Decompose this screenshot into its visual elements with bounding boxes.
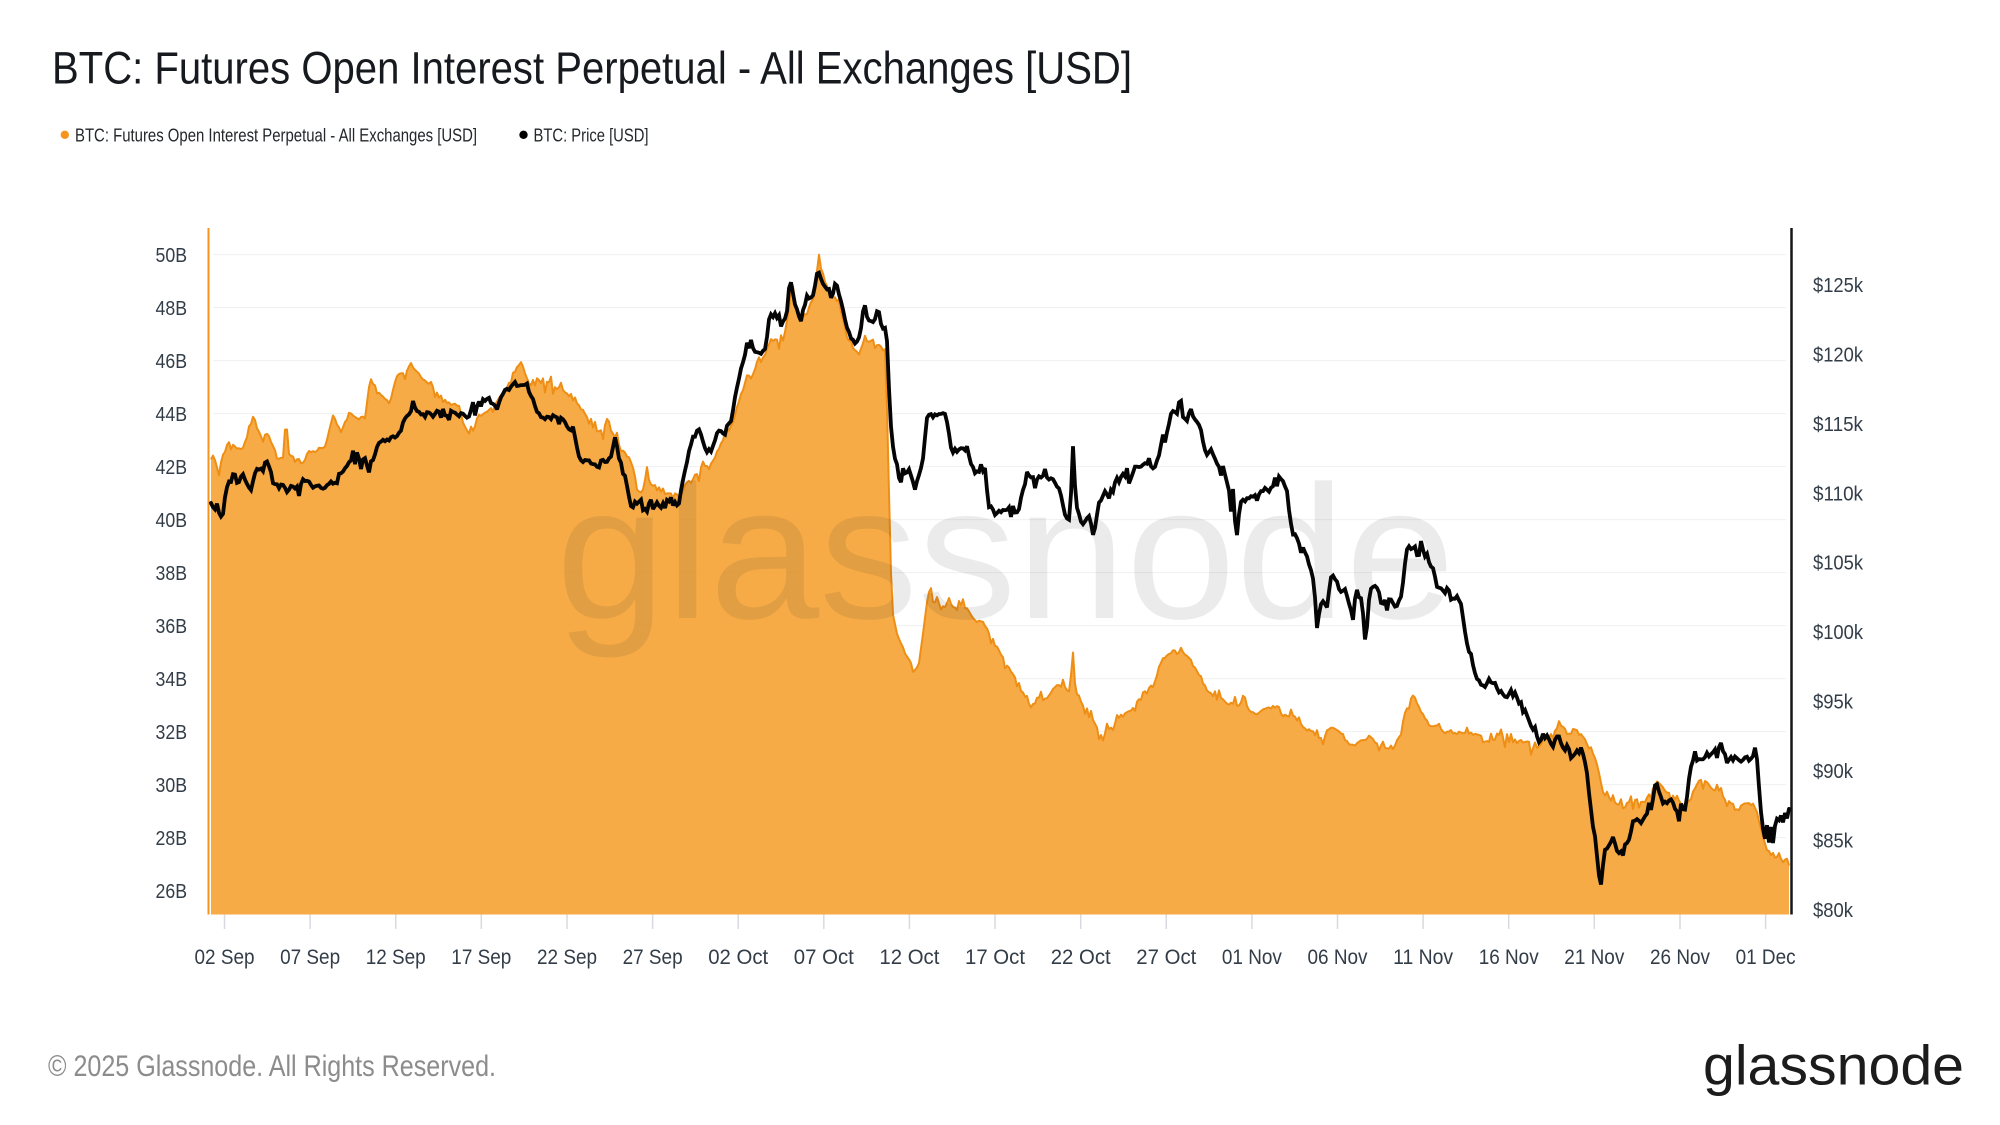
svg-text:26 Nov: 26 Nov bbox=[1650, 946, 1710, 969]
svg-text:27 Oct: 27 Oct bbox=[1136, 946, 1196, 969]
svg-text:$100k: $100k bbox=[1813, 622, 1864, 644]
svg-text:12 Oct: 12 Oct bbox=[879, 946, 939, 969]
svg-text:46B: 46B bbox=[156, 351, 188, 373]
svg-text:06 Nov: 06 Nov bbox=[1308, 946, 1368, 969]
svg-text:© 2025 Glassnode. All Rights R: © 2025 Glassnode. All Rights Reserved. bbox=[48, 1050, 496, 1083]
svg-text:26B: 26B bbox=[156, 881, 188, 903]
svg-text:12 Sep: 12 Sep bbox=[366, 946, 426, 969]
svg-text:07 Sep: 07 Sep bbox=[280, 946, 340, 969]
svg-text:BTC: Futures Open Interest Per: BTC: Futures Open Interest Perpetual - A… bbox=[75, 125, 477, 146]
svg-text:02 Oct: 02 Oct bbox=[708, 946, 768, 969]
svg-text:07 Oct: 07 Oct bbox=[794, 946, 854, 969]
svg-text:$110k: $110k bbox=[1813, 483, 1864, 505]
svg-text:$80k: $80k bbox=[1813, 900, 1854, 922]
svg-text:40B: 40B bbox=[156, 510, 188, 532]
svg-text:17 Sep: 17 Sep bbox=[451, 946, 511, 969]
svg-text:22 Oct: 22 Oct bbox=[1051, 946, 1111, 969]
svg-text:27 Sep: 27 Sep bbox=[623, 946, 683, 969]
svg-text:BTC: Futures Open Interest Per: BTC: Futures Open Interest Perpetual - A… bbox=[52, 43, 1132, 94]
svg-text:$115k: $115k bbox=[1813, 414, 1864, 436]
svg-text:30B: 30B bbox=[156, 775, 188, 797]
svg-text:36B: 36B bbox=[156, 616, 188, 638]
svg-text:02 Sep: 02 Sep bbox=[195, 946, 255, 969]
svg-text:44B: 44B bbox=[156, 404, 188, 426]
svg-text:16 Nov: 16 Nov bbox=[1479, 946, 1539, 969]
svg-text:11 Nov: 11 Nov bbox=[1393, 946, 1453, 969]
svg-text:48B: 48B bbox=[156, 298, 188, 320]
svg-text:$125k: $125k bbox=[1813, 275, 1864, 297]
svg-text:$105k: $105k bbox=[1813, 553, 1864, 575]
svg-text:$85k: $85k bbox=[1813, 830, 1854, 852]
svg-text:glassnode: glassnode bbox=[556, 447, 1455, 659]
svg-text:$90k: $90k bbox=[1813, 761, 1854, 783]
svg-text:32B: 32B bbox=[156, 722, 188, 744]
svg-text:BTC: Price [USD]: BTC: Price [USD] bbox=[534, 125, 649, 146]
svg-text:17 Oct: 17 Oct bbox=[965, 946, 1025, 969]
svg-text:21 Nov: 21 Nov bbox=[1564, 946, 1624, 969]
svg-text:38B: 38B bbox=[156, 563, 188, 585]
svg-text:01 Dec: 01 Dec bbox=[1736, 946, 1796, 969]
svg-text:28B: 28B bbox=[156, 828, 188, 850]
svg-text:01 Nov: 01 Nov bbox=[1222, 946, 1282, 969]
svg-text:22 Sep: 22 Sep bbox=[537, 946, 597, 969]
svg-text:34B: 34B bbox=[156, 669, 188, 691]
svg-text:$120k: $120k bbox=[1813, 344, 1864, 366]
svg-text:42B: 42B bbox=[156, 457, 188, 479]
svg-text:50B: 50B bbox=[156, 245, 188, 267]
svg-text:$95k: $95k bbox=[1813, 692, 1854, 714]
svg-text:glassnode: glassnode bbox=[1703, 1034, 1964, 1097]
